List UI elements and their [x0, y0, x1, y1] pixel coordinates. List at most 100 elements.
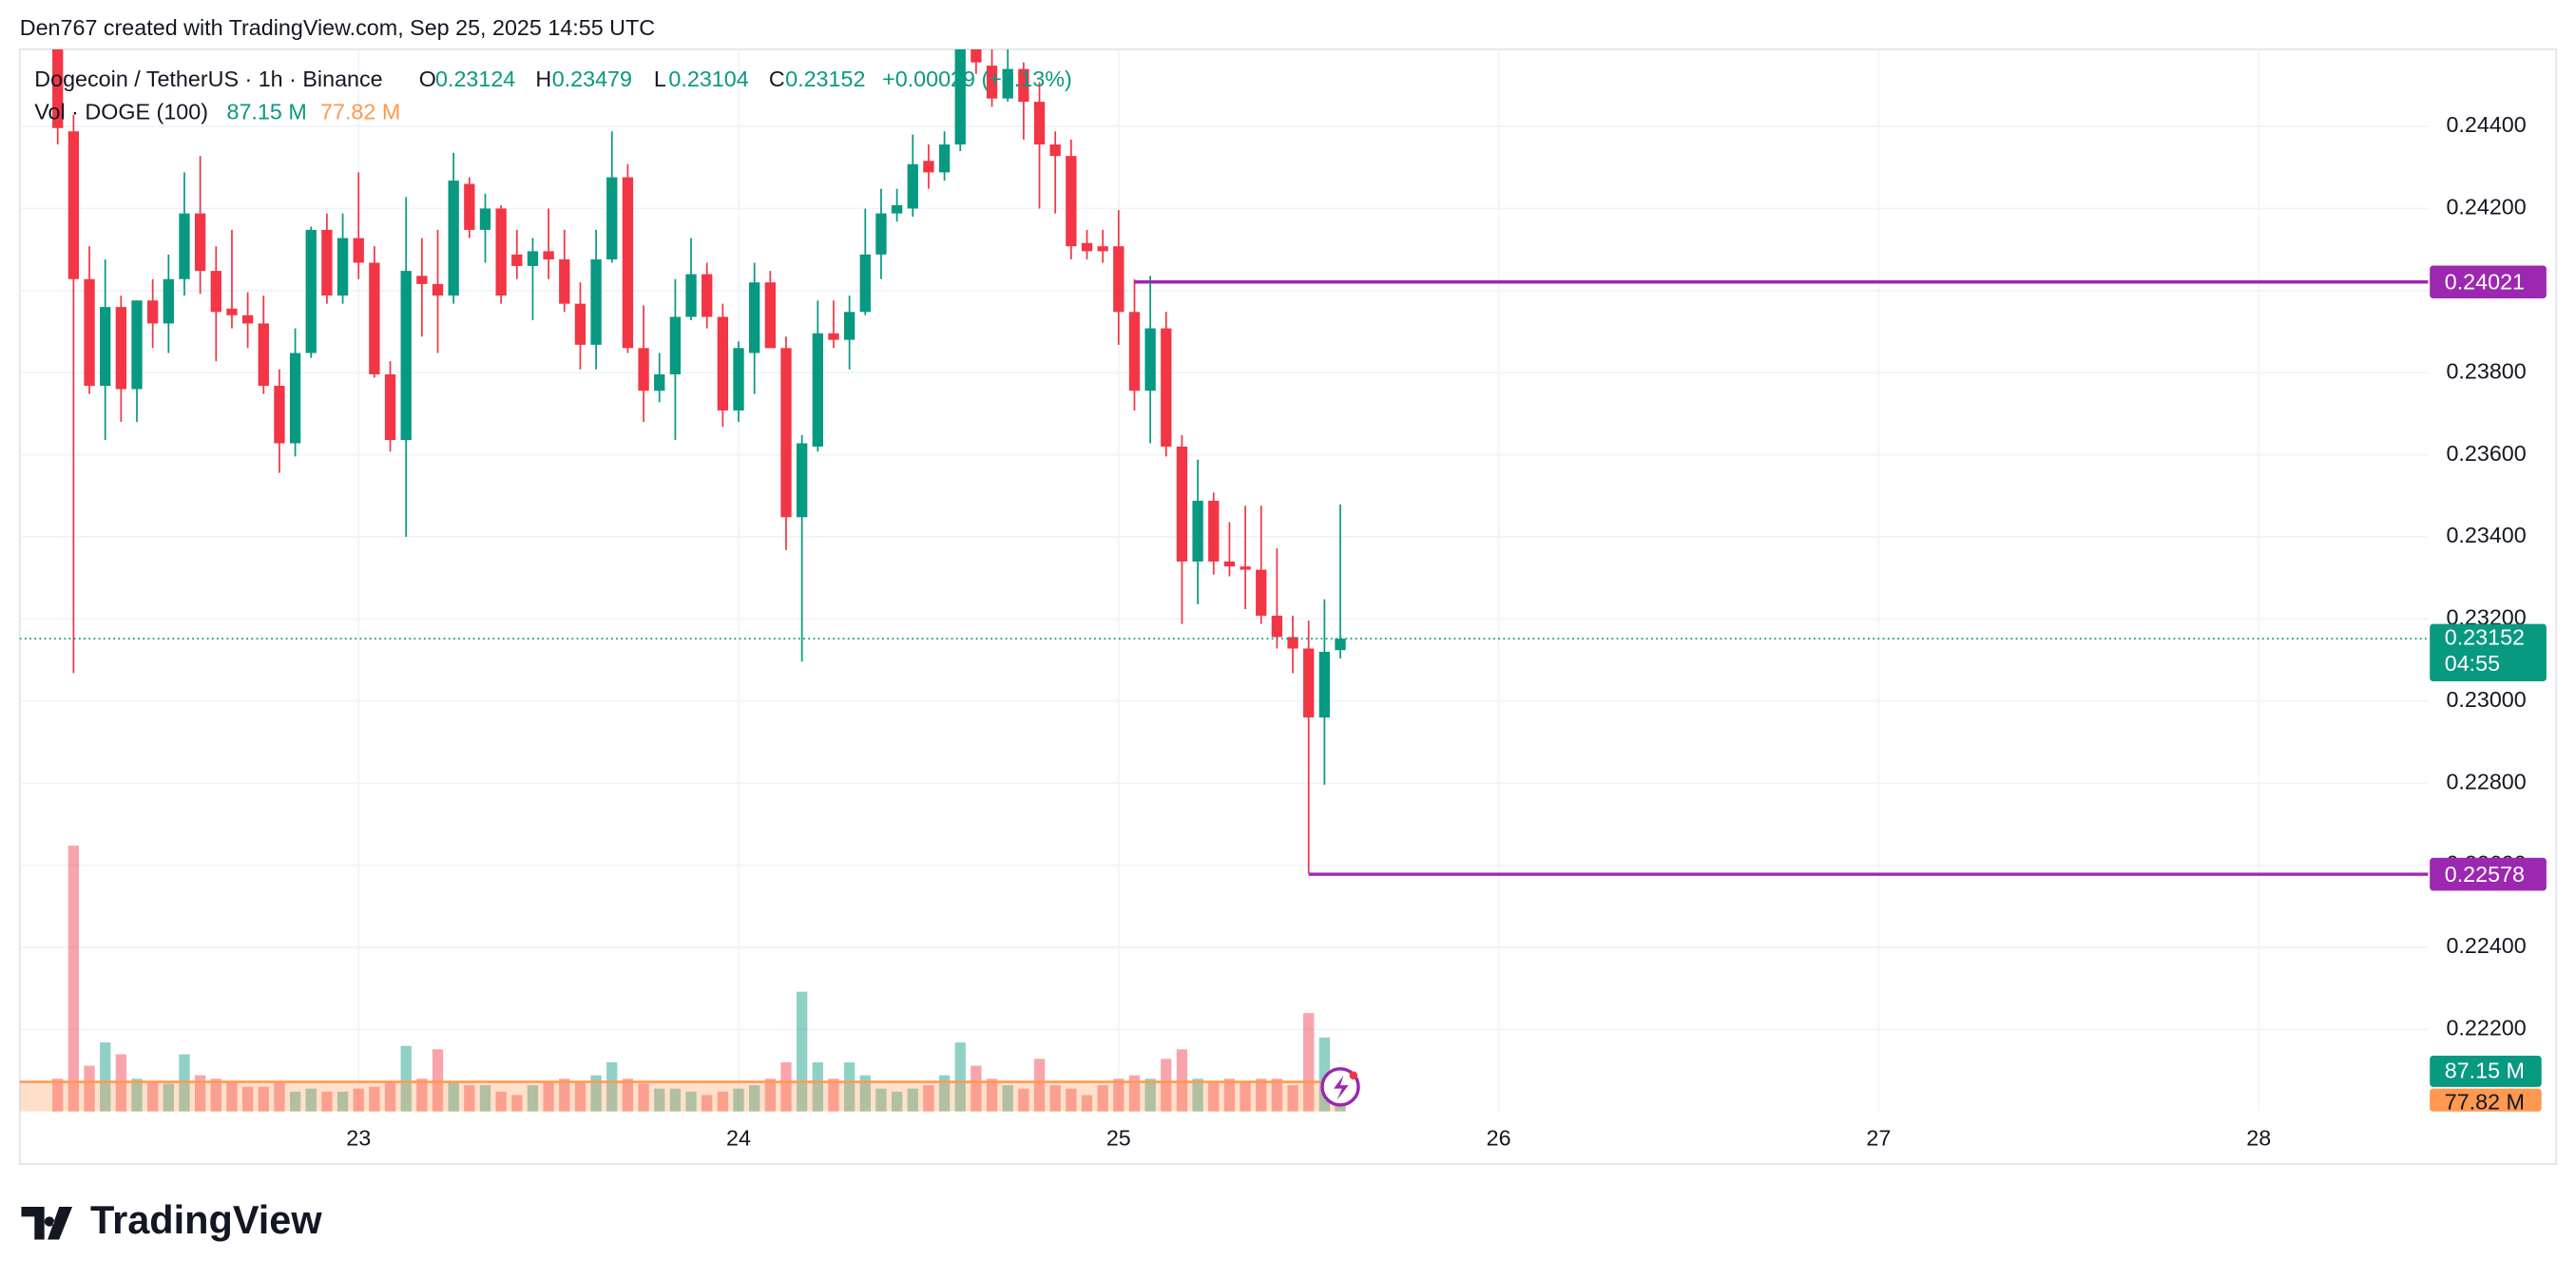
volume-bar [464, 1085, 475, 1112]
candle-body [511, 254, 523, 266]
candle-body [907, 163, 918, 209]
live-icon-dot [1349, 1071, 1358, 1080]
logo-mark [21, 1206, 73, 1240]
level-label: 0.24021 [2445, 270, 2525, 295]
candle-body [1161, 328, 1172, 447]
volume-last: 87.15 M [227, 99, 307, 124]
volume-bar [194, 1075, 206, 1112]
y-tick-label: 0.23800 [2446, 358, 2526, 383]
volume-bar [1223, 1079, 1236, 1112]
high-value: 0.23479 [552, 67, 632, 91]
candle-body [274, 386, 285, 444]
candle-body [241, 315, 254, 324]
volume-bar [1271, 1079, 1283, 1112]
candle-body [1097, 246, 1108, 252]
candle-body [179, 213, 190, 279]
candle-body [289, 353, 301, 444]
candle-body [1018, 68, 1029, 103]
brand: TradingView [90, 1197, 322, 1242]
candle-body [812, 333, 823, 447]
candle-body [780, 348, 792, 518]
volume-bar [796, 991, 808, 1112]
plot-area [19, 48, 2429, 1112]
y-tick-label: 0.22400 [2446, 933, 2526, 958]
volume-bar [733, 1088, 744, 1112]
volume-bar [828, 1079, 839, 1112]
candle-body [1066, 156, 1077, 247]
candle-body [1128, 312, 1141, 391]
candle-body [479, 208, 491, 230]
volume-last-label: 87.15 M [2445, 1058, 2525, 1082]
volume-bar [954, 1042, 966, 1112]
legend-label: H [535, 67, 551, 91]
candle-body [638, 348, 649, 391]
x-tick-label: 27 [1866, 1125, 1891, 1150]
volume-bar [875, 1088, 887, 1112]
volume-bar [1049, 1085, 1061, 1112]
candle-body [1208, 500, 1220, 562]
volume-bar [400, 1045, 412, 1112]
volume-last-box [2430, 1056, 2542, 1087]
volume-bar [416, 1079, 428, 1112]
close-value: 0.23152 [785, 67, 865, 91]
attribution: Den767 created with TradingView.com, Sep… [20, 15, 655, 40]
y-tick-label: 0.22800 [2446, 769, 2526, 793]
volume-bar [574, 1081, 586, 1112]
candle-body [749, 282, 760, 353]
y-tick-label: 0.23400 [2446, 523, 2526, 547]
live-icon-bolt [1334, 1075, 1349, 1100]
candle-body [717, 316, 729, 410]
countdown: 04:55 [2445, 651, 2500, 676]
footer-logo: TradingView [21, 1197, 322, 1242]
volume-bar [432, 1049, 444, 1112]
volume-bar [590, 1075, 602, 1112]
volume-bar [1192, 1079, 1203, 1112]
candle-body [1335, 639, 1346, 651]
candle-body [923, 161, 934, 173]
candle-body [1144, 328, 1156, 391]
volume-bar [84, 1065, 95, 1112]
volume-bar [1256, 1079, 1267, 1112]
candle-body [954, 48, 966, 145]
candle-body [543, 251, 554, 260]
volume-bar [559, 1079, 570, 1112]
volume-bar [859, 1075, 871, 1112]
volume-bar [717, 1091, 729, 1112]
candle-body [1081, 242, 1093, 252]
volume-name: Vol · DOGE (100) [34, 99, 208, 124]
volume-ma: 77.82 M [320, 99, 400, 124]
volume-bar [1161, 1059, 1172, 1112]
candle-body [986, 66, 998, 99]
candle-body [258, 323, 269, 387]
y-tick-label: 0.24400 [2446, 112, 2526, 137]
volume-bar [1144, 1079, 1156, 1112]
volume-bar [1208, 1081, 1220, 1112]
volume-bar [448, 1081, 459, 1112]
volume-bar [1113, 1079, 1125, 1112]
level-label-box [2430, 857, 2547, 891]
volume-bar [923, 1085, 934, 1112]
x-tick-label: 26 [1487, 1125, 1511, 1150]
candle-body [400, 271, 412, 441]
volume-bar [527, 1085, 539, 1112]
symbol: Dogecoin / TetherUS · 1h · Binance [34, 67, 382, 91]
volume-ma-box [2430, 1088, 2542, 1112]
x-tick-label: 23 [346, 1125, 371, 1150]
volume-bar [1303, 1013, 1315, 1112]
volume-bar [495, 1091, 507, 1112]
last-price-box [2430, 623, 2547, 682]
volume-bar [511, 1095, 523, 1112]
candle-body [100, 307, 111, 387]
legend-label: C [769, 67, 785, 91]
volume-bar [100, 1042, 111, 1112]
volume-bar [1066, 1088, 1077, 1112]
volume-bar [131, 1079, 143, 1112]
candle-body [353, 238, 364, 263]
volume-bar [147, 1081, 159, 1112]
volume-bar [971, 1065, 982, 1112]
candle-body [194, 213, 206, 272]
candle-body [733, 348, 744, 410]
candle-body [574, 303, 586, 345]
volume-bar [812, 1061, 823, 1112]
